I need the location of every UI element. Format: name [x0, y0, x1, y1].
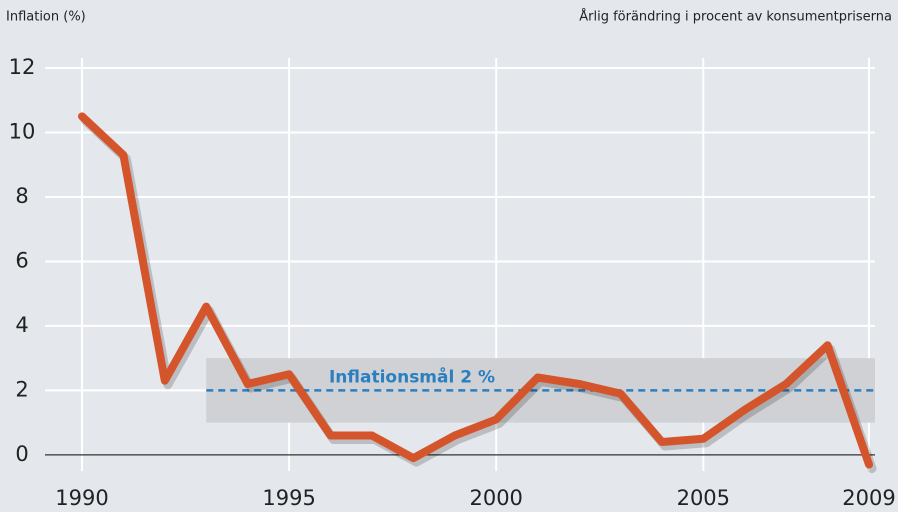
y-tick-label: 2 — [15, 377, 28, 401]
y-tick-label: 4 — [15, 313, 28, 337]
y-tick-label: 10 — [9, 119, 36, 143]
x-tick-label: 2005 — [677, 486, 730, 510]
y-tick-label: 12 — [9, 55, 36, 79]
target-label: Inflationsmål 2 % — [329, 365, 495, 387]
x-tick-label: 1995 — [262, 486, 315, 510]
y-axis-label: Inflation (%) — [6, 10, 86, 25]
y-tick-label: 6 — [15, 248, 28, 272]
x-tick-label: 2000 — [469, 486, 522, 510]
line — [78, 112, 873, 469]
y-tick-label: 0 — [15, 442, 28, 466]
x-tick-label: 1990 — [55, 486, 108, 510]
y-tick-label: 8 — [15, 184, 28, 208]
x-tick-label: 2009 — [842, 486, 895, 510]
subtitle: Årlig förändring i procent av konsumentp… — [579, 9, 892, 25]
